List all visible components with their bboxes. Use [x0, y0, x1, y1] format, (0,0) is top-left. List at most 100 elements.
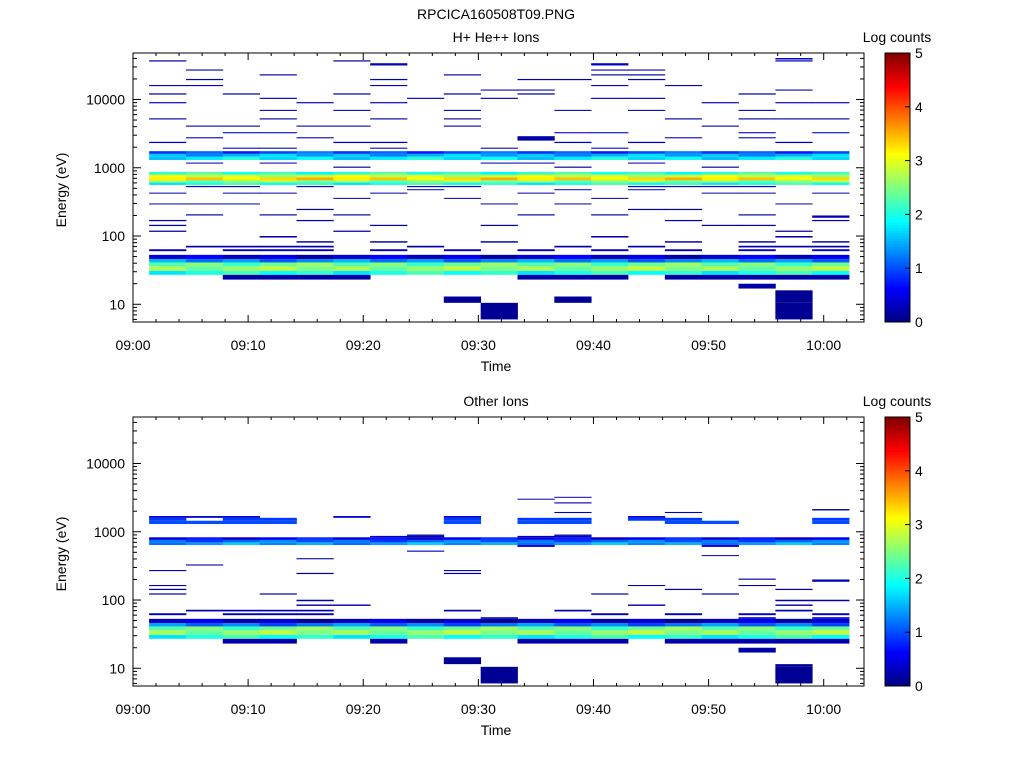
heatmap-cell [333, 270, 371, 275]
heatmap-cell [222, 609, 261, 612]
colorbar-swatch [885, 621, 910, 625]
heatmap-cell [296, 542, 334, 545]
colorbar-frame [884, 416, 911, 687]
heatmap-cell [628, 156, 666, 160]
heatmap-cell [738, 153, 776, 157]
heatmap-cell [333, 182, 371, 185]
heatmap-cell [443, 623, 482, 627]
heatmap-cell [812, 156, 850, 160]
heatmap-cell [296, 254, 334, 260]
heatmap-cell [370, 118, 408, 120]
heatmap-cell [591, 618, 629, 624]
heatmap-cell [259, 156, 297, 160]
heatmap-cell [701, 254, 739, 260]
heatmap-cell [149, 626, 187, 631]
heatmap-cell [628, 171, 666, 175]
heatmap-cell [480, 259, 518, 263]
heatmap-cell [812, 623, 850, 627]
heatmap-cell [517, 266, 555, 271]
heatmap-cell [222, 262, 261, 267]
heatmap-cell [812, 153, 850, 157]
heatmap-cell [701, 270, 739, 275]
heatmap-cell [443, 270, 482, 275]
heatmap-cell [149, 259, 187, 263]
heatmap-cell [738, 249, 776, 252]
heatmap-cell [443, 249, 482, 252]
heatmap-cell [738, 132, 776, 134]
heatmap-cell [554, 520, 592, 524]
heatmap-cell [628, 162, 666, 164]
heatmap-cell [222, 174, 261, 178]
y-tick-label: 10000 [86, 92, 125, 108]
heatmap-cell [554, 618, 592, 624]
heatmap-cell [664, 153, 703, 157]
heatmap-cell [554, 623, 592, 627]
heatmap-cell [406, 254, 445, 260]
heatmap-cell [628, 630, 666, 635]
colorbar-swatch [885, 591, 910, 595]
colorbar-swatch [885, 313, 910, 318]
heatmap-cell [591, 214, 629, 216]
heatmap-cell [591, 132, 629, 134]
colorbar-swatch [885, 160, 910, 164]
heatmap-cell [259, 517, 297, 521]
colorbar-swatch [885, 648, 910, 652]
colorbar-swatch [885, 300, 910, 304]
heatmap-cell [664, 618, 703, 624]
heatmap-cell [333, 197, 371, 199]
heatmap-cell [370, 147, 408, 149]
colorbar-swatch [885, 642, 910, 647]
heatmap-cell [149, 102, 187, 104]
heatmap-cell [222, 177, 261, 181]
x-axis-label: Time [481, 358, 512, 374]
heatmap-cell [554, 182, 592, 185]
heatmap-cell [664, 520, 703, 524]
heatmap-cell [259, 74, 297, 76]
heatmap-cell [185, 623, 224, 627]
heatmap-cell [222, 623, 261, 627]
colorbar-swatch [885, 265, 910, 269]
heatmap-cell [406, 626, 445, 631]
heatmap-cell [259, 192, 297, 194]
heatmap-cell [149, 517, 187, 521]
heatmap-cell [259, 520, 297, 524]
colorbar-swatch [885, 594, 910, 598]
heatmap-cell [406, 634, 445, 639]
colorbar-swatch [885, 128, 910, 132]
heatmap-cell [554, 156, 592, 160]
heatmap-cell [738, 270, 776, 275]
heatmap-cell [443, 182, 482, 185]
heatmap-cell [812, 579, 850, 582]
heatmap-cell [517, 542, 555, 545]
heatmap-cell [185, 85, 224, 87]
heatmap-cell [443, 156, 482, 160]
colorbar-swatch [885, 430, 910, 434]
heatmap-cell [664, 266, 703, 271]
heatmap-cell [812, 215, 850, 218]
colorbar-swatch [885, 527, 910, 531]
heatmap-cell [591, 613, 629, 616]
heatmap-cell [370, 623, 408, 627]
heatmap-cell [591, 274, 629, 280]
heatmap-cell [480, 618, 518, 624]
heatmap-cell [591, 97, 629, 99]
colorbar-swatch [885, 211, 910, 215]
colorbar-swatch [885, 489, 910, 493]
heatmap-cell [554, 630, 592, 635]
heatmap-cell [775, 156, 813, 160]
colorbar-swatch [885, 605, 910, 609]
heatmap-cell [812, 182, 850, 185]
colorbar-swatch [885, 98, 910, 102]
heatmap-cell [406, 245, 445, 248]
heatmap-cell [259, 618, 297, 624]
colorbar-swatch [885, 538, 910, 542]
heatmap-cell [628, 266, 666, 271]
heatmap-cell [738, 214, 776, 216]
heatmap-cell [517, 630, 555, 635]
colorbar-swatch [885, 120, 910, 124]
colorbar-swatch [885, 85, 910, 89]
heatmap-cell [222, 274, 261, 280]
heatmap-cell [370, 535, 408, 538]
y-tick-label: 100 [102, 228, 126, 244]
heatmap-cell [701, 102, 739, 104]
